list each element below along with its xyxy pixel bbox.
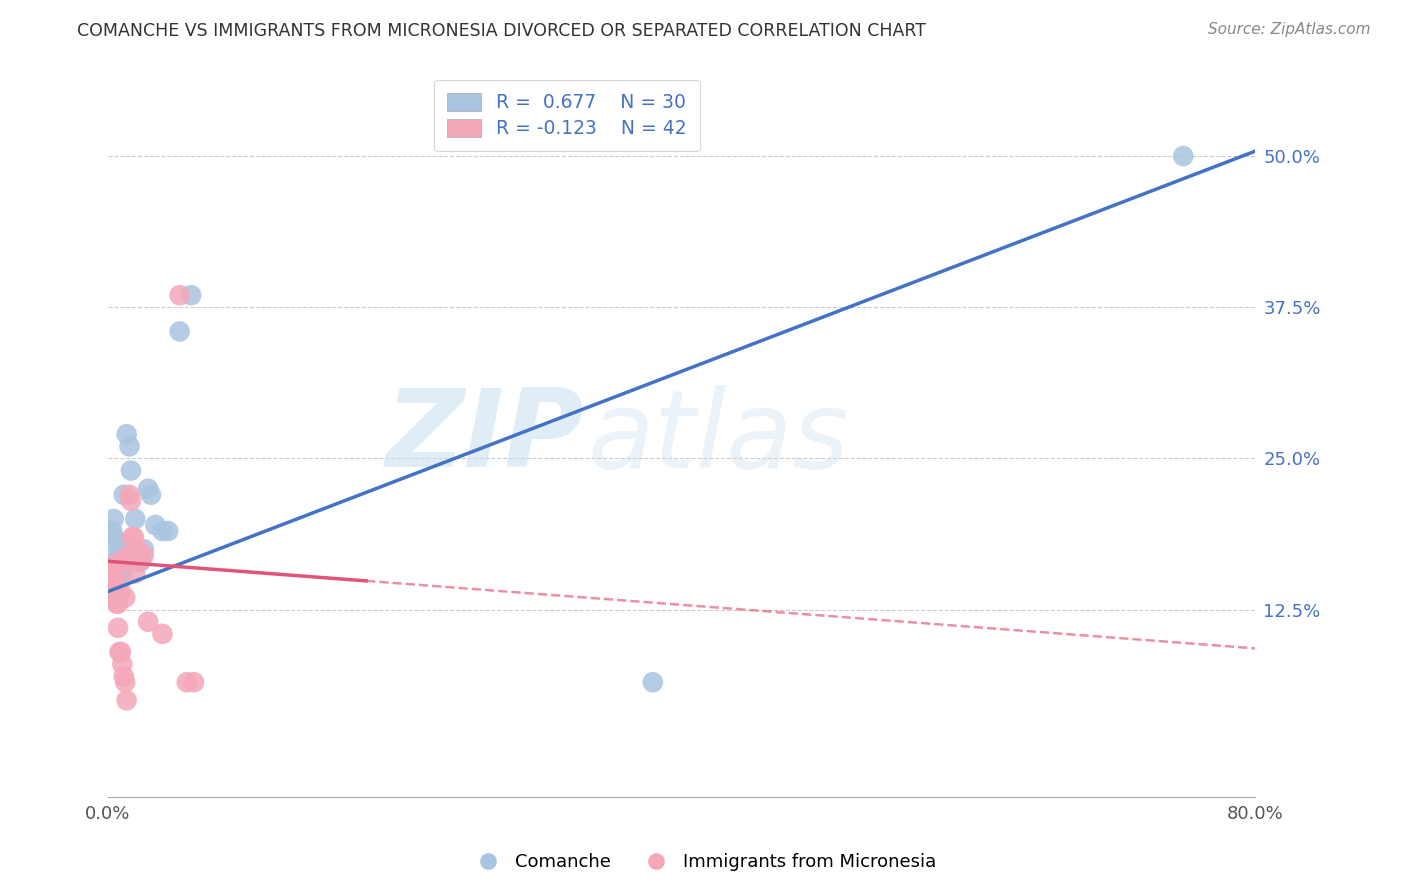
Point (103, 591, 125, 605)
Point (107, 621, 129, 635)
Point (129, 554, 152, 568)
Point (112, 488, 135, 502)
Point (105, 597, 128, 611)
Point (110, 584, 132, 599)
Point (118, 488, 141, 502)
Point (103, 578, 125, 592)
Point (104, 591, 127, 605)
Point (115, 554, 138, 568)
Point (152, 627, 174, 641)
Point (107, 536, 129, 550)
Point (641, 675, 664, 690)
Point (180, 288, 202, 302)
Point (108, 566, 131, 581)
Point (98, 578, 121, 592)
Point (100, 560, 122, 574)
Point (114, 675, 136, 690)
Point (1173, 149, 1195, 163)
Point (110, 645, 132, 659)
Point (127, 542, 149, 557)
Point (107, 584, 129, 599)
Point (157, 524, 180, 538)
Point (118, 439, 141, 453)
Point (114, 591, 136, 605)
Point (105, 554, 128, 568)
Point (103, 512, 125, 526)
Legend: R =  0.677    N = 30, R = -0.123    N = 42: R = 0.677 N = 30, R = -0.123 N = 42 (434, 79, 700, 151)
Point (124, 512, 146, 526)
Text: COMANCHE VS IMMIGRANTS FROM MICRONESIA DIVORCED OR SEPARATED CORRELATION CHART: COMANCHE VS IMMIGRANTS FROM MICRONESIA D… (77, 22, 927, 40)
Point (103, 566, 125, 581)
Point (169, 288, 191, 302)
Point (104, 573, 127, 587)
Point (111, 657, 134, 671)
Text: atlas: atlas (588, 384, 849, 490)
Point (122, 530, 145, 544)
Point (115, 693, 138, 707)
Point (100, 566, 122, 581)
Point (128, 554, 150, 568)
Point (132, 542, 155, 557)
Point (103, 530, 125, 544)
Text: Source: ZipAtlas.com: Source: ZipAtlas.com (1208, 22, 1371, 37)
Point (121, 530, 143, 544)
Point (115, 427, 138, 442)
Point (152, 524, 174, 538)
Point (122, 542, 145, 557)
Legend: Comanche, Immigrants from Micronesia: Comanche, Immigrants from Micronesia (463, 847, 943, 879)
Point (101, 566, 124, 581)
Point (101, 584, 124, 599)
Point (169, 325, 191, 339)
Point (108, 645, 131, 659)
Point (124, 566, 146, 581)
Point (120, 493, 142, 508)
Point (132, 548, 155, 562)
Point (111, 566, 134, 581)
Point (139, 488, 162, 502)
Point (110, 548, 132, 562)
Point (114, 542, 136, 557)
Text: ZIP: ZIP (385, 384, 583, 491)
Point (176, 675, 198, 690)
Point (143, 518, 166, 533)
Point (98, 566, 121, 581)
Point (101, 578, 124, 592)
Point (117, 548, 139, 562)
Point (110, 560, 132, 574)
Point (107, 597, 129, 611)
Point (101, 524, 124, 538)
Point (104, 584, 127, 599)
Point (136, 615, 159, 629)
Point (127, 554, 149, 568)
Point (183, 675, 205, 690)
Point (100, 578, 122, 592)
Point (120, 464, 142, 478)
Point (108, 554, 131, 568)
Point (136, 482, 159, 496)
Point (105, 584, 128, 599)
Point (112, 669, 135, 683)
Point (104, 548, 127, 562)
